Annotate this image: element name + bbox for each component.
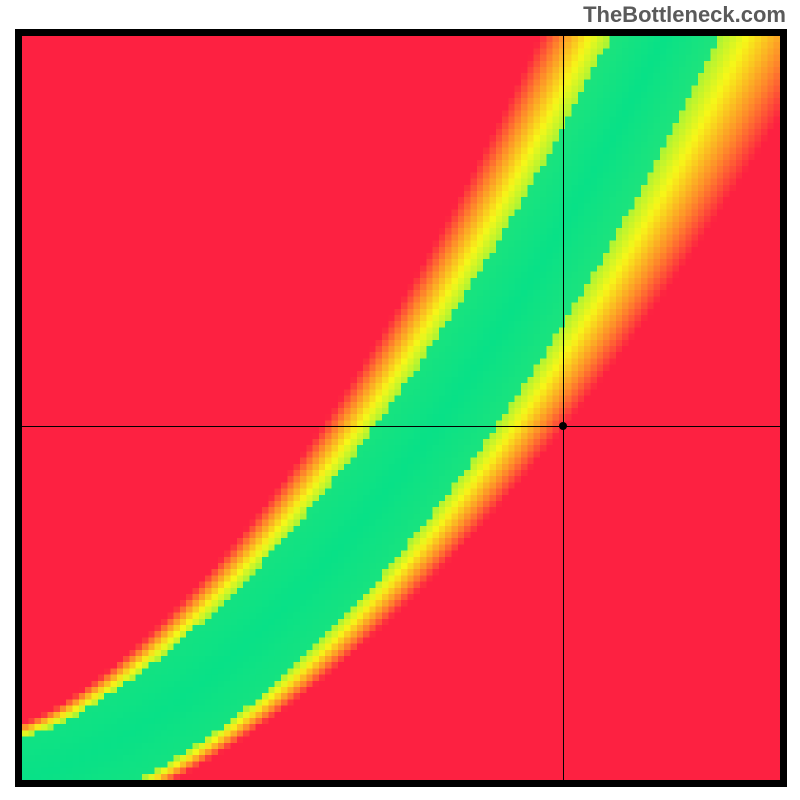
heatmap-canvas [22,36,780,780]
watermark-text: TheBottleneck.com [583,2,786,28]
crosshair-vertical [563,36,564,780]
plot-area [15,29,787,787]
chart-container: TheBottleneck.com [0,0,800,800]
crosshair-horizontal [22,426,780,427]
crosshair-marker [559,422,567,430]
